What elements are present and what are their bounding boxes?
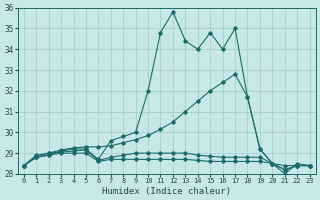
- X-axis label: Humidex (Indice chaleur): Humidex (Indice chaleur): [102, 187, 231, 196]
